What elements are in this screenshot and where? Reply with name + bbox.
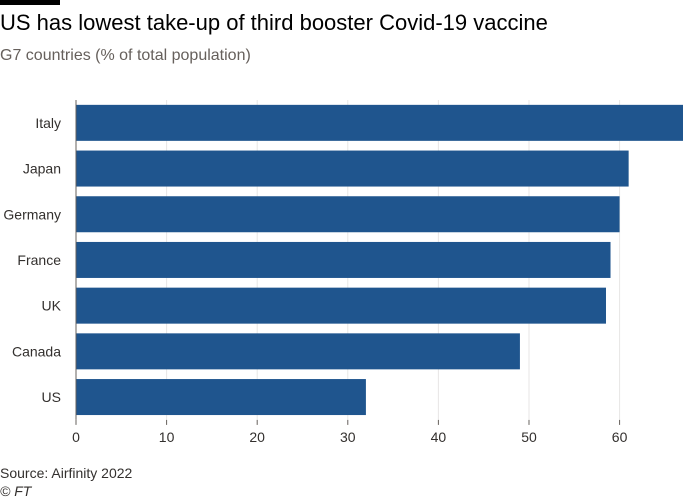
bar-france: [76, 241, 611, 278]
category-label-uk: UK: [42, 298, 62, 314]
bar-italy: [76, 104, 683, 141]
bar-uk: [76, 287, 606, 324]
chart-subtitle: G7 countries (% of total population): [0, 47, 251, 64]
source-note: Source: Airfinity 2022: [0, 465, 133, 481]
bar-chart: Italy Japan Germany France UK Canada US 0 10 20 30…: [3, 100, 683, 445]
category-label-france: France: [17, 252, 61, 268]
x-tick-label-40: 40: [431, 429, 447, 445]
bar-germany: [76, 196, 620, 233]
x-tick-label-0: 0: [72, 429, 80, 445]
category-label-italy: Italy: [35, 115, 61, 131]
bar-canada: [76, 333, 520, 370]
brand-bar: [0, 0, 60, 5]
category-label-japan: Japan: [23, 161, 61, 177]
x-tick-label-50: 50: [521, 429, 537, 445]
credit-note: © FT: [0, 483, 32, 499]
category-label-us: US: [42, 389, 61, 405]
x-tick-label-60: 60: [612, 429, 628, 445]
x-tick-label-10: 10: [159, 429, 175, 445]
category-label-canada: Canada: [12, 343, 61, 359]
x-tick-label-20: 20: [249, 429, 265, 445]
category-label-germany: Germany: [3, 206, 61, 222]
bar-us: [76, 379, 366, 416]
chart-title: US has lowest take-up of third booster C…: [0, 10, 548, 35]
x-tick-label-30: 30: [340, 429, 356, 445]
bar-japan: [76, 150, 629, 187]
